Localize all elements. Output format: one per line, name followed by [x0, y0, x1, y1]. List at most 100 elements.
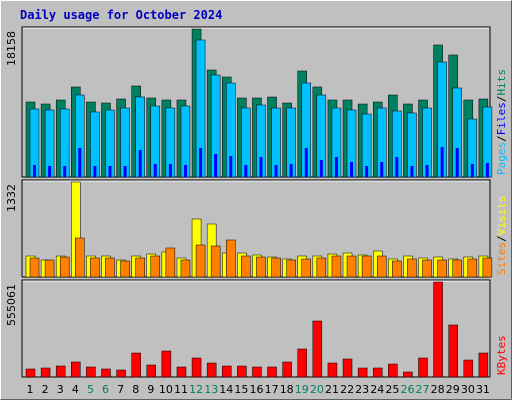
side-legend-sites: Sites [495, 242, 508, 275]
side-legend-files: Files [495, 102, 508, 135]
bar-sites-day-20 [316, 257, 327, 278]
bar-sites-day-4 [75, 237, 85, 278]
side-legend-kbytes: KBytes [495, 335, 508, 375]
bar-kbytes-day-23 [357, 367, 368, 378]
x-tick-label-day-13: 13 [204, 383, 218, 396]
bar-sites-day-11 [180, 259, 191, 278]
x-tick-label-day-27: 27 [416, 383, 430, 396]
x-tick-label-day-24: 24 [370, 383, 384, 396]
bar-kbytes-day-21 [327, 362, 338, 378]
bar-sites-day-28 [437, 259, 447, 278]
side-legend-requests: Pages/Files/Hits [495, 69, 508, 175]
bar-sites-day-31 [482, 257, 493, 278]
bar-pages-day-27 [425, 165, 429, 177]
bar-sites-day-18 [286, 259, 296, 278]
bar-pages-day-3 [63, 166, 67, 177]
bar-kbytes-day-10 [161, 350, 172, 378]
side-legend-hits: Hits [495, 69, 508, 96]
x-tick-label-day-8: 8 [132, 383, 139, 396]
bar-sites-day-8 [135, 257, 145, 278]
side-legend-separator: / [495, 235, 508, 242]
x-tick-label-day-12: 12 [189, 383, 203, 396]
bar-pages-day-29 [455, 148, 459, 177]
bar-sites-day-22 [346, 255, 357, 278]
side-legend-requests-text: Pages/Files/Hits [495, 69, 508, 175]
bar-pages-day-6 [108, 166, 112, 177]
bar-kbytes-day-28 [433, 281, 443, 378]
bar-kbytes-day-4 [71, 361, 81, 378]
bar-kbytes-day-19 [297, 348, 307, 378]
x-tick-label-day-22: 22 [340, 383, 354, 396]
y-axis-max-label-kbytes: 555061 [5, 284, 18, 326]
bar-kbytes-day-5 [86, 366, 96, 378]
bar-pages-day-14 [229, 156, 233, 177]
bar-pages-day-30 [470, 164, 474, 177]
bar-kbytes-day-15 [237, 365, 247, 378]
x-tick-label-day-4: 4 [72, 383, 79, 396]
x-tick-label-day-30: 30 [461, 383, 475, 396]
bar-kbytes-day-20 [312, 320, 323, 378]
bar-kbytes-day-18 [282, 361, 292, 378]
side-legend-visitors-text: Sites/Visits [495, 196, 508, 276]
bar-pages-day-22 [350, 162, 354, 177]
bar-pages-day-16 [259, 157, 263, 177]
bar-sites-day-25 [392, 260, 402, 278]
x-tick-label-day-28: 28 [431, 383, 445, 396]
bar-sites-day-6 [105, 257, 115, 278]
panel-visitors: 1332 Sites/Visits [5, 179, 508, 278]
x-tick-label-day-11: 11 [174, 383, 188, 396]
bar-pages-day-19 [304, 148, 308, 177]
bar-kbytes-day-16 [252, 366, 262, 378]
bar-pages-day-10 [168, 164, 172, 177]
bar-kbytes-day-1 [25, 368, 36, 378]
bar-pages-day-24 [380, 162, 384, 177]
bar-sites-day-17 [271, 257, 281, 278]
bar-sites-day-7 [120, 260, 130, 278]
side-legend-kbytes-text: KBytes [495, 335, 508, 375]
bar-pages-day-31 [485, 163, 489, 177]
bar-pages-day-12 [199, 148, 203, 177]
x-tick-label-day-19: 19 [295, 383, 309, 396]
bar-pages-day-13 [214, 154, 218, 177]
bar-sites-day-24 [376, 255, 387, 278]
bar-sites-day-16 [256, 256, 266, 278]
x-tick-label-day-10: 10 [159, 383, 173, 396]
x-tick-label-day-6: 6 [102, 383, 109, 396]
bar-kbytes-day-27 [418, 357, 428, 378]
bar-sites-day-23 [361, 255, 372, 278]
bar-pages-day-15 [244, 165, 248, 177]
x-tick-label-day-18: 18 [280, 383, 294, 396]
bar-kbytes-day-8 [131, 352, 141, 378]
panel-kbytes-frame [21, 279, 491, 378]
bar-kbytes-day-13 [206, 362, 217, 378]
x-tick-label-day-20: 20 [310, 383, 324, 396]
bar-sites-day-1 [29, 257, 40, 278]
bar-pages-day-18 [289, 164, 293, 177]
bar-pages-day-4 [78, 148, 82, 177]
bar-pages-day-7 [123, 166, 127, 177]
x-tick-label-day-5: 5 [87, 383, 94, 396]
bar-sites-day-13 [210, 245, 221, 278]
bar-kbytes-day-11 [176, 366, 187, 378]
bar-pages-day-23 [365, 166, 369, 177]
bar-kbytes-day-25 [388, 363, 398, 378]
bar-pages-day-21 [334, 157, 338, 177]
x-tick-label-day-15: 15 [234, 383, 248, 396]
x-tick-label-day-31: 31 [476, 383, 490, 396]
bar-pages-day-2 [48, 166, 52, 177]
x-tick-label-day-9: 9 [147, 383, 154, 396]
bar-kbytes-day-9 [146, 364, 157, 378]
side-legend-separator: / [495, 135, 508, 142]
x-tick-label-day-26: 26 [400, 383, 414, 396]
bar-kbytes-day-17 [267, 366, 277, 378]
chart-panels: 18158Pages/Files/Hits1332Sites/Visits555… [5, 26, 508, 378]
bar-sites-day-9 [150, 255, 161, 278]
bar-kbytes-day-12 [191, 357, 202, 378]
panel-kbytes: 555061 KBytes [5, 279, 508, 378]
bar-sites-day-15 [241, 255, 251, 278]
bar-sites-day-2 [44, 259, 55, 278]
x-tick-label-day-23: 23 [355, 383, 369, 396]
bar-kbytes-day-2 [40, 367, 51, 378]
bar-sites-day-21 [331, 255, 342, 278]
